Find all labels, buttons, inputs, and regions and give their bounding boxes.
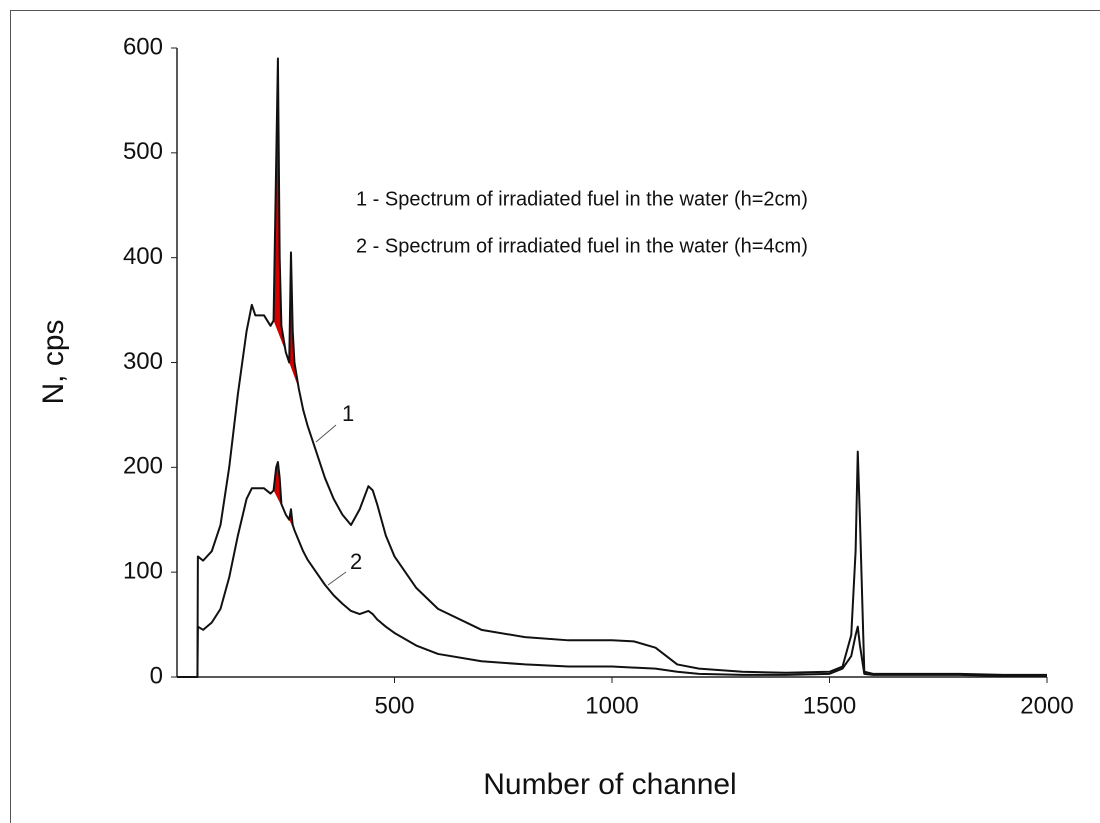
y-tick-label: 400 bbox=[123, 243, 163, 270]
x-axis-title: Number of channel bbox=[483, 768, 736, 801]
x-tick-label: 500 bbox=[374, 692, 414, 719]
legend-line: 2 - Spectrum of irradiated fuel in the w… bbox=[356, 235, 808, 257]
y-tick-label: 0 bbox=[150, 662, 163, 689]
frame bbox=[10, 10, 1100, 823]
peak-fill bbox=[273, 58, 286, 353]
annotation: 1 bbox=[342, 401, 354, 426]
series-line bbox=[177, 57, 1047, 678]
leader-line bbox=[327, 571, 347, 586]
x-tick-label: 1000 bbox=[585, 692, 638, 719]
y-tick-label: 600 bbox=[123, 33, 163, 60]
y-tick-label: 100 bbox=[123, 558, 163, 585]
x-tick-label: 2000 bbox=[1020, 692, 1073, 719]
y-tick-label: 300 bbox=[123, 348, 163, 375]
y-tick-label: 200 bbox=[123, 453, 163, 480]
legend-line: 1 - Spectrum of irradiated fuel in the w… bbox=[356, 188, 808, 210]
leader-line bbox=[315, 424, 337, 443]
x-tick-label: 1500 bbox=[803, 692, 856, 719]
series-line bbox=[177, 461, 1047, 678]
y-tick-label: 500 bbox=[123, 138, 163, 165]
annotation: 2 bbox=[350, 549, 362, 574]
y-axis-title: N, cps bbox=[37, 319, 70, 404]
